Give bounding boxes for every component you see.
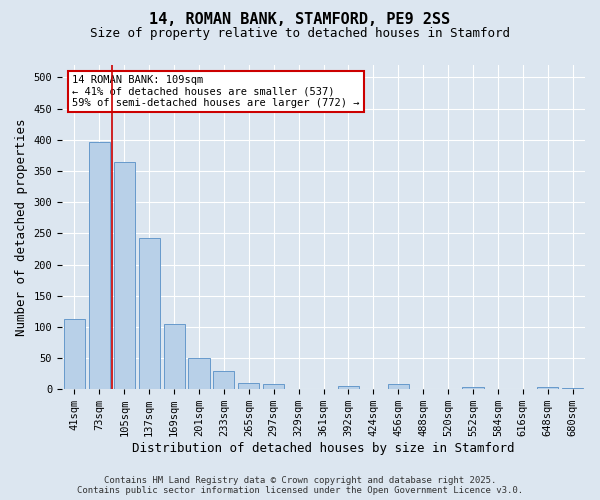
Text: 14, ROMAN BANK, STAMFORD, PE9 2SS: 14, ROMAN BANK, STAMFORD, PE9 2SS [149,12,451,28]
Text: Size of property relative to detached houses in Stamford: Size of property relative to detached ho… [90,28,510,40]
Bar [188,358,209,389]
Bar [238,383,259,389]
Bar [463,388,484,389]
Bar [164,324,185,389]
X-axis label: Distribution of detached houses by size in Stamford: Distribution of detached houses by size … [132,442,515,455]
Bar [562,388,583,389]
Bar [114,162,135,389]
Text: 14 ROMAN BANK: 109sqm
← 41% of detached houses are smaller (537)
59% of semi-det: 14 ROMAN BANK: 109sqm ← 41% of detached … [73,74,360,108]
Bar [139,238,160,389]
Bar [64,320,85,389]
Bar [263,384,284,389]
Bar [537,388,558,389]
Bar [388,384,409,389]
Bar [288,388,309,389]
Text: Contains HM Land Registry data © Crown copyright and database right 2025.
Contai: Contains HM Land Registry data © Crown c… [77,476,523,495]
Y-axis label: Number of detached properties: Number of detached properties [15,118,28,336]
Bar [89,142,110,389]
Bar [214,371,235,389]
Bar [338,386,359,389]
